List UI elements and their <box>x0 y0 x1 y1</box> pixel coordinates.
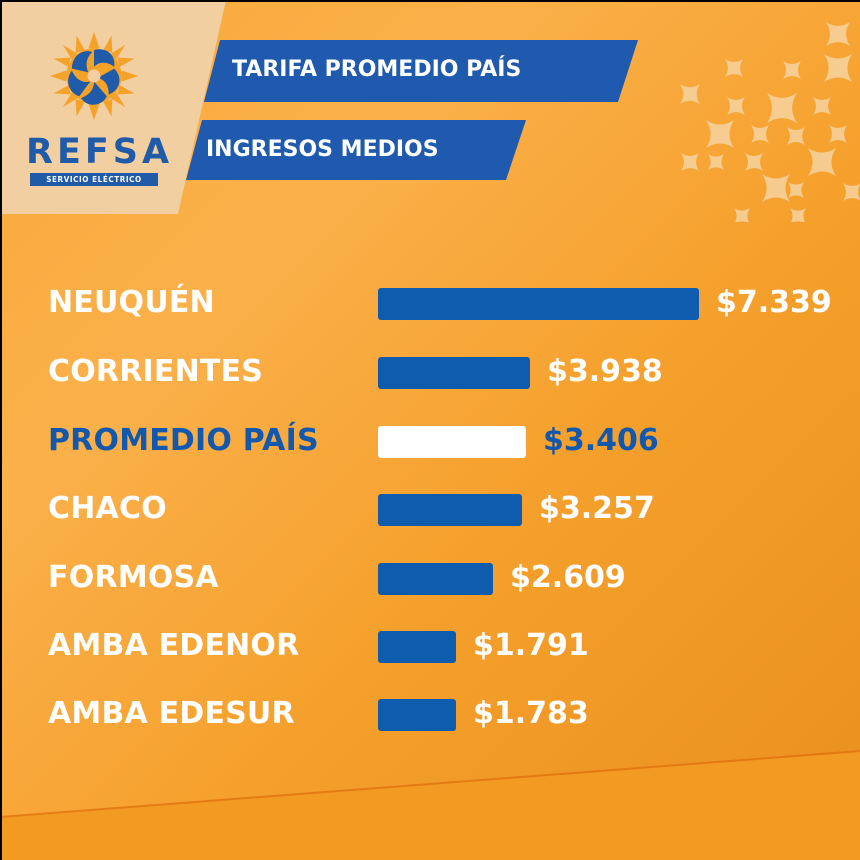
row-value: $1.791 <box>473 628 589 663</box>
row-value: $3.257 <box>539 491 655 526</box>
row-label: AMBA EDENOR <box>48 628 300 663</box>
bar <box>378 494 522 526</box>
row-value: $1.783 <box>473 696 589 731</box>
row-value: $3.406 <box>543 423 659 458</box>
chart-row-amba-edesur: AMBA EDESUR $1.783 <box>0 690 860 738</box>
row-label: AMBA EDESUR <box>48 696 295 731</box>
row-label: FORMOSA <box>48 560 219 595</box>
bar <box>378 288 699 320</box>
row-label: NEUQUÉN <box>48 285 215 320</box>
row-value: $3.938 <box>547 354 663 389</box>
bar <box>378 699 456 731</box>
title-banner-text: TARIFA PROMEDIO PAÍS <box>232 57 522 82</box>
bar <box>378 631 456 663</box>
bar <box>378 357 530 389</box>
sun-flower-logo-icon <box>49 31 139 121</box>
chart-row-chaco: CHACO $3.257 <box>0 485 860 533</box>
logo-subtitle: SERVICIO ELÉCTRICO <box>30 173 158 186</box>
row-value: $7.339 <box>716 285 832 320</box>
frame-border-left <box>0 0 2 860</box>
title-banner-tarifa: TARIFA PROMEDIO PAÍS <box>204 40 638 102</box>
frame-border-top <box>0 0 860 2</box>
row-label: PROMEDIO PAÍS <box>48 423 319 458</box>
chart-row-neuquen: NEUQUÉN $7.339 <box>0 279 860 327</box>
chart-row-corrientes: CORRIENTES $3.938 <box>0 348 860 396</box>
row-label: CHACO <box>48 491 167 526</box>
subtitle-banner-text: INGRESOS MEDIOS <box>206 137 439 162</box>
chart-row-promedio-pais: PROMEDIO PAÍS $3.406 <box>0 417 860 465</box>
chart-row-formosa: FORMOSA $2.609 <box>0 554 860 602</box>
refsa-logo: REFSA SERVICIO ELÉCTRICO <box>22 30 172 190</box>
bar <box>378 563 493 595</box>
bar-highlight <box>378 426 526 458</box>
chart-row-amba-edenor: AMBA EDENOR $1.791 <box>0 622 860 670</box>
subtitle-banner-ingresos: INGRESOS MEDIOS <box>186 120 526 180</box>
logo-wordmark: REFSA <box>26 132 174 172</box>
row-value: $2.609 <box>510 560 626 595</box>
row-label: CORRIENTES <box>48 354 264 389</box>
